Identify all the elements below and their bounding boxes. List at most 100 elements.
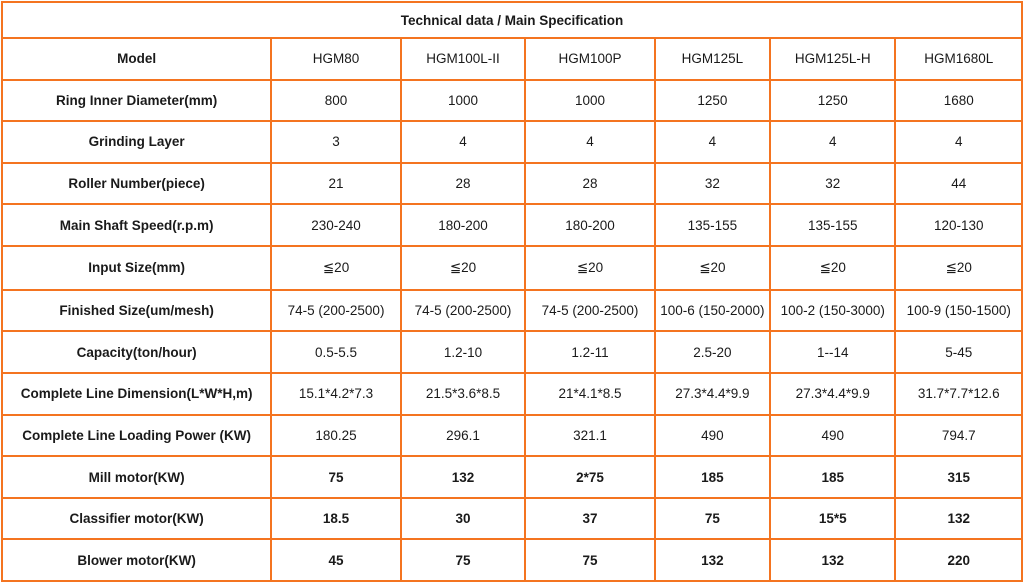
spec-value-cell: 32 <box>769 161 897 206</box>
spec-value-cell: 45 <box>270 538 402 582</box>
spec-value-cell: 1250 <box>653 78 772 123</box>
spec-value-cell: ≦20 <box>399 244 527 291</box>
spec-value-cell: ≦20 <box>769 244 897 291</box>
spec-value-cell: 120-130 <box>894 203 1023 247</box>
spec-label-cell: Finished Size(um/mesh) <box>0 288 273 333</box>
spec-value-cell: 2.5-20 <box>653 330 772 375</box>
spec-label-cell: Main Shaft Speed(r.p.m) <box>0 203 273 247</box>
spec-value-cell: HGM1680L <box>894 37 1023 81</box>
spec-value-cell: 3 <box>270 120 402 164</box>
spec-value-cell: 37 <box>524 496 656 541</box>
spec-label-cell: Input Size(mm) <box>0 244 273 291</box>
table-row: Mill motor(KW) 75 132 2*75 185 185 315 <box>0 455 1023 499</box>
spec-value-cell: 794.7 <box>894 413 1023 458</box>
table-row: Ring Inner Diameter(mm) 800 1000 1000 1250 12… <box>0 78 1023 123</box>
spec-value-cell: 44 <box>894 161 1023 206</box>
spec-value-cell: 1--14 <box>769 330 897 375</box>
spec-label-cell: Model <box>0 37 273 81</box>
spec-value-cell: ≦20 <box>894 244 1023 291</box>
spec-value-cell: 296.1 <box>399 413 527 458</box>
spec-value-cell: 28 <box>524 161 656 206</box>
spec-value-cell: ≦20 <box>270 244 402 291</box>
spec-value-cell: 185 <box>769 455 897 499</box>
table-row: Roller Number(piece) 21 28 28 32 32 44 <box>0 161 1023 206</box>
spec-value-cell: 2*75 <box>524 455 656 499</box>
spec-value-cell: 4 <box>653 120 772 164</box>
table-row: Grinding Layer 3 4 4 4 4 4 <box>0 120 1023 164</box>
spec-value-cell: 230-240 <box>270 203 402 247</box>
spec-value-cell: 21.5*3.6*8.5 <box>399 372 527 416</box>
spec-value-cell: 74-5 (200-2500) <box>524 288 656 333</box>
spec-value-cell: 100-9 (150-1500) <box>894 288 1023 333</box>
spec-value-cell: 132 <box>894 496 1023 541</box>
spec-value-cell: 135-155 <box>769 203 897 247</box>
spec-value-cell: 15*5 <box>769 496 897 541</box>
spec-value-cell: 4 <box>399 120 527 164</box>
spec-value-cell: HGM125L <box>653 37 772 81</box>
spec-value-cell: 27.3*4.4*9.9 <box>769 372 897 416</box>
spec-value-cell: 135-155 <box>653 203 772 247</box>
spec-value-cell: 75 <box>524 538 656 582</box>
spec-value-cell: 75 <box>653 496 772 541</box>
spec-value-cell: 32 <box>653 161 772 206</box>
table-title: Technical data / Main Specification <box>1 1 1023 39</box>
spec-value-cell: HGM100P <box>524 37 656 81</box>
spec-value-cell: 180.25 <box>270 413 402 458</box>
spec-value-cell: 4 <box>894 120 1023 164</box>
spec-value-cell: HGM100L-II <box>399 37 527 81</box>
spec-value-cell: 28 <box>399 161 527 206</box>
table-body: Model HGM80 HGM100L-II HGM100P HGM125L HGM125… <box>0 37 1023 582</box>
spec-value-cell: 1.2-10 <box>399 330 527 375</box>
spec-value-cell: 180-200 <box>524 203 656 247</box>
spec-value-cell: 18.5 <box>270 496 402 541</box>
spec-label-cell: Capacity(ton/hour) <box>0 330 273 375</box>
spec-value-cell: 30 <box>399 496 527 541</box>
spec-value-cell: 220 <box>894 538 1023 582</box>
spec-value-cell: 490 <box>653 413 772 458</box>
spec-value-cell: 132 <box>769 538 897 582</box>
spec-value-cell: HGM125L-H <box>769 37 897 81</box>
spec-value-cell: 132 <box>399 455 527 499</box>
spec-label-cell: Complete Line Dimension(L*W*H,m) <box>0 372 273 416</box>
table-row: Complete Line Loading Power (KW) 180.25 29… <box>0 413 1023 458</box>
spec-value-cell: 1.2-11 <box>524 330 656 375</box>
spec-value-cell: ≦20 <box>524 244 656 291</box>
spec-value-cell: 74-5 (200-2500) <box>399 288 527 333</box>
table-row: Main Shaft Speed(r.p.m) 230-240 180-200 180… <box>0 203 1023 247</box>
spec-value-cell: ≦20 <box>653 244 772 291</box>
table-row: Input Size(mm) ≦20 ≦20 ≦20 ≦20 ≦20 ≦20 <box>0 244 1023 291</box>
table-row: Classifier motor(KW) 18.5 30 37 75 15*5 132 <box>0 496 1023 541</box>
spec-value-cell: 75 <box>270 455 402 499</box>
spec-label-cell: Ring Inner Diameter(mm) <box>0 78 273 123</box>
spec-value-cell: 75 <box>399 538 527 582</box>
table-row: Model HGM80 HGM100L-II HGM100P HGM125L HGM125… <box>0 37 1023 81</box>
spec-value-cell: 4 <box>769 120 897 164</box>
spec-value-cell: 321.1 <box>524 413 656 458</box>
spec-value-cell: 132 <box>653 538 772 582</box>
spec-value-cell: 180-200 <box>399 203 527 247</box>
table-row: Blower motor(KW) 45 75 75 132 132 220 <box>0 538 1023 582</box>
spec-value-cell: 1250 <box>769 78 897 123</box>
spec-label-cell: Complete Line Loading Power (KW) <box>0 413 273 458</box>
spec-label-cell: Roller Number(piece) <box>0 161 273 206</box>
spec-value-cell: 21 <box>270 161 402 206</box>
spec-value-cell: 15.1*4.2*7.3 <box>270 372 402 416</box>
spec-value-cell: 21*4.1*8.5 <box>524 372 656 416</box>
spec-value-cell: 1000 <box>399 78 527 123</box>
table-row: Capacity(ton/hour) 0.5-5.5 1.2-10 1.2-11 2.5… <box>0 330 1023 375</box>
spec-label-cell: Grinding Layer <box>0 120 273 164</box>
spec-value-cell: 1680 <box>894 78 1023 123</box>
table-row: Complete Line Dimension(L*W*H,m) 15.1*4.2… <box>0 372 1023 416</box>
spec-value-cell: 1000 <box>524 78 656 123</box>
spec-value-cell: 185 <box>653 455 772 499</box>
spec-value-cell: 100-6 (150-2000) <box>653 288 772 333</box>
table-title-row: Technical data / Main Specification <box>1 1 1023 39</box>
spec-value-cell: 100-2 (150-3000) <box>769 288 897 333</box>
spec-value-cell: 4 <box>524 120 656 164</box>
table-row: Finished Size(um/mesh) 74-5 (200-2500) 74-… <box>0 288 1023 333</box>
spec-value-cell: 490 <box>769 413 897 458</box>
spec-value-cell: HGM80 <box>270 37 402 81</box>
spec-value-cell: 74-5 (200-2500) <box>270 288 402 333</box>
